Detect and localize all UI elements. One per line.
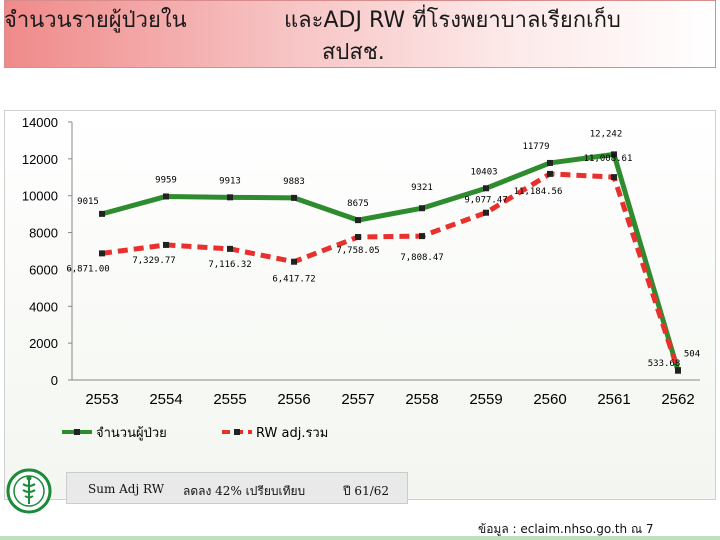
rw-data-label: 7,116.32 bbox=[208, 260, 251, 270]
rw-point bbox=[483, 209, 489, 216]
x-tick-label: 2561 bbox=[597, 391, 630, 408]
title-line2: สปสช. bbox=[322, 40, 385, 65]
y-tick-label: 12000 bbox=[22, 152, 58, 167]
rw-data-label: 7,808.47 bbox=[400, 253, 443, 263]
year-text: ปี 61/62 bbox=[343, 484, 390, 498]
y-tick-label: 8000 bbox=[29, 226, 58, 241]
legend-patients-marker bbox=[74, 429, 80, 435]
rw-point bbox=[355, 234, 361, 241]
title-banner bbox=[4, 0, 716, 68]
x-tick-label: 2557 bbox=[341, 391, 374, 408]
patients-point bbox=[483, 185, 489, 192]
rw-data-label: 7,758.05 bbox=[336, 246, 379, 256]
patients-data-label: 11779 bbox=[522, 142, 549, 152]
rw-point bbox=[291, 258, 297, 265]
patients-data-label: 9015 bbox=[77, 197, 99, 207]
y-tick-label: 4000 bbox=[29, 299, 58, 314]
x-tick-label: 2553 bbox=[85, 391, 118, 408]
patients-point bbox=[163, 193, 169, 200]
rw-data-label: 6,417.72 bbox=[272, 275, 315, 285]
patients-point bbox=[419, 205, 425, 212]
x-tick-label: 2562 bbox=[661, 391, 694, 408]
sum-adj-rw-label: Sum Adj RW bbox=[88, 482, 165, 496]
patients-point bbox=[611, 151, 617, 158]
rw-point bbox=[675, 367, 681, 374]
title-line1-right: และADJ RW ที่โรงพยาบาลเรียกเก็บ bbox=[284, 8, 621, 33]
rw-data-label: 533.68 bbox=[648, 359, 681, 369]
y-tick-label: 0 bbox=[51, 373, 58, 388]
x-tick-label: 2559 bbox=[469, 391, 502, 408]
title-line1-left: จำนวนรายผู้ป่วยใน bbox=[4, 8, 187, 33]
rw-point bbox=[419, 233, 425, 240]
patients-data-label: 9959 bbox=[155, 175, 177, 185]
rw-point bbox=[227, 245, 233, 252]
y-tick-label: 2000 bbox=[29, 336, 58, 351]
patients-data-label: 9913 bbox=[219, 176, 241, 186]
patients-series-line bbox=[101, 151, 681, 372]
rw-series-line bbox=[101, 171, 681, 371]
rw-data-label: 9,077.47 bbox=[464, 196, 507, 206]
patients-point bbox=[355, 217, 361, 224]
rw-point bbox=[547, 170, 553, 177]
rw-point bbox=[163, 241, 169, 248]
footer-stripe bbox=[0, 536, 720, 540]
patients-data-label: 8675 bbox=[347, 199, 369, 209]
x-tick-label: 2558 bbox=[405, 391, 438, 408]
patients-data-label: 10403 bbox=[470, 167, 497, 177]
patients-point bbox=[227, 194, 233, 201]
legend-rw-label: RW adj.รวม bbox=[256, 426, 328, 441]
patients-data-label: 9883 bbox=[283, 177, 305, 187]
rw-point bbox=[611, 174, 617, 181]
patients-data-label: 504 bbox=[684, 350, 700, 360]
legend-rw-marker bbox=[234, 429, 240, 435]
summary-box bbox=[66, 472, 408, 504]
x-tick-label: 2555 bbox=[213, 391, 246, 408]
data-source: ข้อมูล : eclaim.nhso.go.th ณ 7 bbox=[478, 522, 654, 536]
patients-data-label: 9321 bbox=[411, 183, 433, 193]
y-tick-label: 6000 bbox=[29, 262, 58, 277]
x-tick-label: 2556 bbox=[277, 391, 310, 408]
legend-patients-label: จำนวนผู้ป่วย bbox=[96, 426, 167, 441]
decrease-text: ลดลง 42% เปรียบเทียบ bbox=[183, 484, 306, 498]
rw-data-label: 7,329.77 bbox=[132, 256, 175, 266]
patients-point bbox=[291, 194, 297, 201]
y-tick-label: 10000 bbox=[22, 189, 58, 204]
rw-data-label: 11,008.61 bbox=[584, 154, 633, 164]
y-tick-label: 14000 bbox=[22, 115, 58, 130]
rw-data-label: 6,871.00 bbox=[66, 264, 109, 274]
ministry-of-public-health-seal-icon bbox=[6, 468, 52, 514]
patients-point bbox=[547, 159, 553, 166]
rw-data-label: 11,184.56 bbox=[514, 187, 563, 197]
rw-point bbox=[99, 250, 105, 257]
patients-data-label: 12,242 bbox=[590, 129, 623, 139]
x-tick-label: 2554 bbox=[149, 391, 182, 408]
x-tick-label: 2560 bbox=[533, 391, 566, 408]
patients-point bbox=[99, 210, 105, 217]
